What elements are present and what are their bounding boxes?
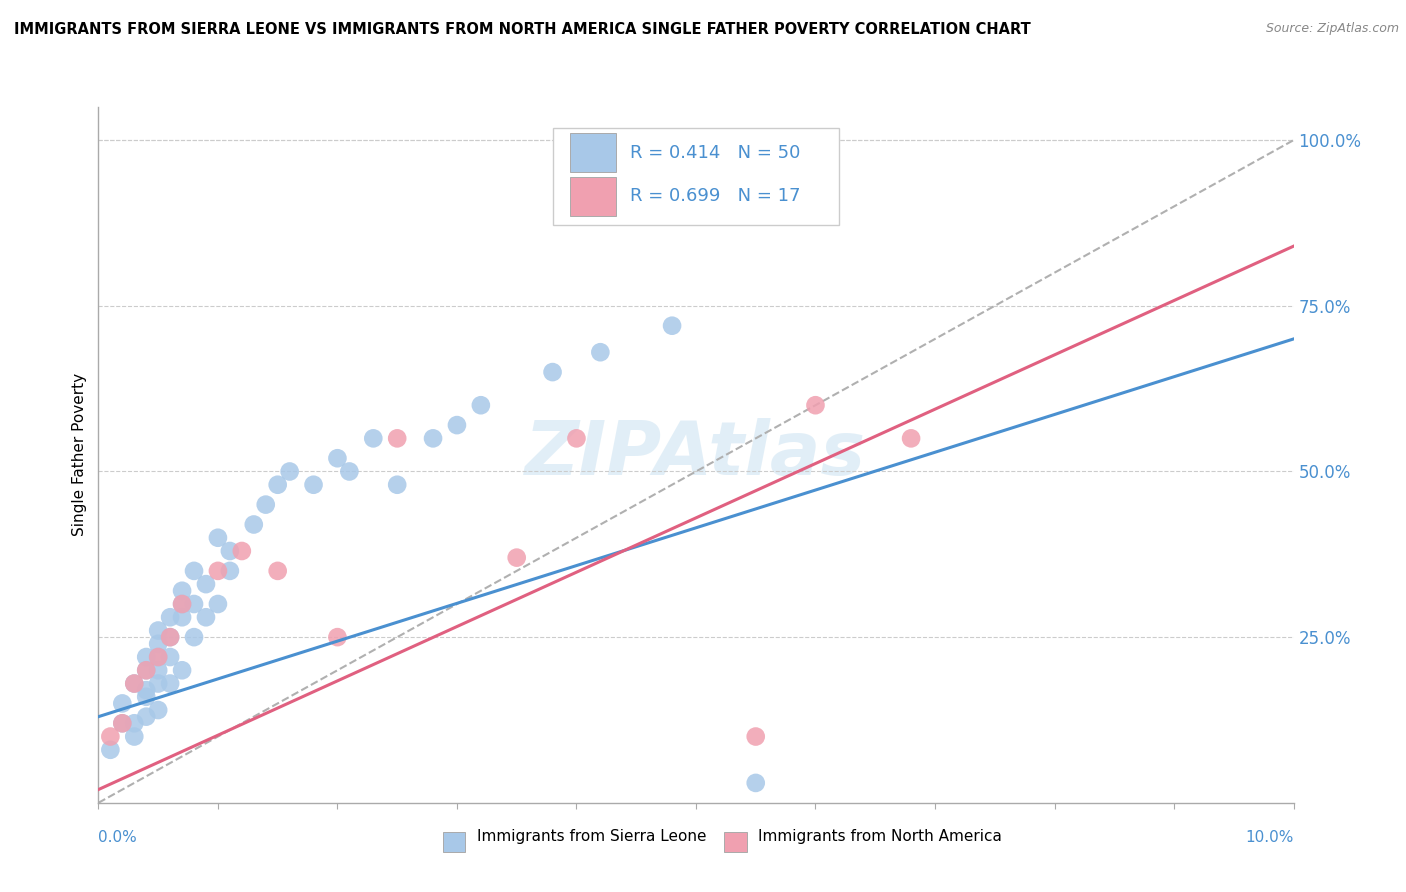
Point [172,597,194,611]
Point [183,597,205,611]
Point [135,709,157,723]
FancyBboxPatch shape [571,134,616,172]
Text: ZIPAtlas: ZIPAtlas [526,418,866,491]
Text: 0.0%: 0.0% [98,830,138,845]
Point [254,498,277,512]
Point [135,650,157,665]
Point [385,431,409,445]
Point [745,776,768,790]
Point [159,610,181,624]
Point [124,676,146,690]
Text: Immigrants from North America: Immigrants from North America [758,830,1001,844]
Point [159,676,181,690]
Point [900,431,922,445]
Point [661,318,683,333]
Text: R = 0.699   N = 17: R = 0.699 N = 17 [630,187,801,205]
Point [148,703,170,717]
Point [804,398,827,412]
Point [148,650,170,665]
Point [159,650,181,665]
Point [219,544,242,558]
Text: Immigrants from Sierra Leone: Immigrants from Sierra Leone [477,830,706,844]
Point [111,716,134,731]
Point [339,465,360,479]
Point [207,531,229,545]
Point [148,676,170,690]
Point [207,597,229,611]
Point [148,663,170,677]
Point [135,683,157,698]
Point [100,743,122,757]
Point [111,697,134,711]
Point [183,630,205,644]
Point [207,564,229,578]
Point [195,577,218,591]
Point [470,398,492,412]
Point [326,630,349,644]
Point [506,550,529,565]
Point [422,431,444,445]
Point [111,716,134,731]
Text: 10.0%: 10.0% [1246,830,1294,845]
Point [219,564,242,578]
Point [446,418,468,433]
Text: IMMIGRANTS FROM SIERRA LEONE VS IMMIGRANTS FROM NORTH AMERICA SINGLE FATHER POVE: IMMIGRANTS FROM SIERRA LEONE VS IMMIGRAN… [14,22,1031,37]
Point [183,564,205,578]
Point [148,624,170,638]
Point [172,583,194,598]
Point [589,345,612,359]
Point [541,365,564,379]
Point [195,610,218,624]
Point [267,564,290,578]
Point [172,610,194,624]
Point [278,465,301,479]
Point [124,716,146,731]
Point [124,676,146,690]
Point [159,630,181,644]
Point [148,637,170,651]
Point [135,690,157,704]
Point [243,517,266,532]
Point [231,544,253,558]
Point [363,431,385,445]
FancyBboxPatch shape [553,128,839,226]
Point [267,477,290,491]
Point [100,730,122,744]
Point [172,597,194,611]
Point [135,663,157,677]
Point [159,630,181,644]
Y-axis label: Single Father Poverty: Single Father Poverty [72,374,87,536]
Point [565,431,588,445]
FancyBboxPatch shape [571,178,616,216]
Point [745,730,768,744]
Point [124,730,146,744]
Point [172,663,194,677]
Point [148,650,170,665]
Point [326,451,349,466]
Point [302,477,325,491]
Point [135,663,157,677]
Text: R = 0.414   N = 50: R = 0.414 N = 50 [630,144,800,161]
Point [385,477,409,491]
Text: Source: ZipAtlas.com: Source: ZipAtlas.com [1265,22,1399,36]
